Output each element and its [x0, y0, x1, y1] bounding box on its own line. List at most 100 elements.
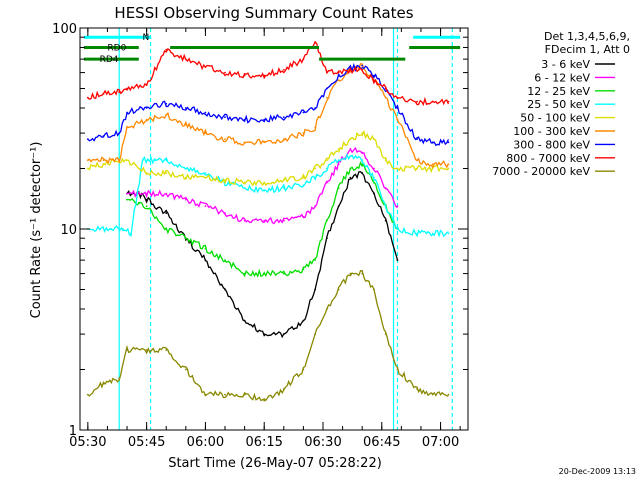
data-point-800-7000-kev-6: [165, 48, 168, 51]
data-point-7000-20000-kev-17: [349, 272, 352, 275]
data-point-100-300-kev-24: [447, 163, 450, 166]
data-point-12-25-kev-7: [224, 259, 226, 262]
data-point-7000-20000-kev-19: [373, 288, 375, 291]
data-point-7000-20000-kev-9: [224, 393, 226, 396]
data-point-6-12-kev-10: [302, 215, 305, 218]
data-point-3-6-kev-13: [326, 237, 328, 240]
series-layer: [86, 40, 450, 402]
data-point-3-6-kev-12: [314, 288, 317, 291]
data-point-12-25-kev-5: [184, 237, 187, 240]
data-point-6-12-kev-11: [314, 205, 317, 207]
data-point-7000-20000-kev-23: [431, 393, 434, 396]
annotation-label-n: N: [143, 33, 150, 43]
data-point-100-300-kev-1: [86, 159, 89, 162]
data-point-25-50-kev-3: [110, 228, 113, 230]
data-point-7000-20000-kev-22: [416, 388, 418, 390]
data-point-800-7000-kev-9: [224, 71, 226, 74]
data-point-6-12-kev-17: [384, 187, 387, 189]
data-point-800-7000-kev-7: [184, 58, 187, 61]
x-tick-label-06-30: 06:30: [304, 435, 341, 450]
data-point-50-100-kev-22: [416, 167, 418, 170]
data-point-25-50-kev-19: [349, 155, 352, 158]
data-point-100-300-kev-11: [263, 141, 266, 144]
data-point-100-300-kev-2: [102, 159, 105, 162]
x-tick-label-06-45: 06:45: [363, 435, 400, 450]
legend-header-1: Det 1,3,4,5,6,9,: [544, 30, 630, 43]
data-point-800-7000-kev-4: [126, 87, 128, 90]
x-tick-label-06-15: 06:15: [245, 435, 282, 450]
data-point-50-100-kev-4: [126, 159, 128, 162]
data-point-3-6-kev-15: [349, 176, 352, 179]
data-point-800-7000-kev-2: [102, 93, 105, 95]
data-point-300-800-kev-15: [326, 87, 328, 90]
y-axis: 1 10 100: [52, 22, 468, 439]
data-point-6-12-kev-3: [165, 192, 168, 195]
data-point-800-7000-kev-19: [373, 79, 375, 82]
data-point-7000-20000-kev-5: [145, 349, 148, 351]
series-line-800-7000-kev: [87, 40, 450, 107]
data-point-50-100-kev-9: [224, 179, 226, 182]
data-point-12-25-kev-15: [349, 167, 352, 170]
data-point-800-7000-kev-24: [447, 100, 450, 103]
data-point-300-800-kev-4: [126, 111, 128, 114]
data-point-800-7000-kev-12: [282, 68, 285, 71]
data-point-12-25-kev-10: [282, 272, 285, 275]
data-point-50-100-kev-2: [102, 163, 105, 166]
data-point-7000-20000-kev-11: [263, 399, 266, 402]
data-point-50-100-kev-6: [165, 172, 168, 174]
data-point-25-50-kev-10: [204, 172, 207, 174]
data-point-6-12-kev-1: [126, 192, 128, 195]
data-point-300-800-kev-6: [165, 102, 168, 105]
data-point-25-50-kev-23: [396, 228, 399, 230]
data-point-100-300-kev-6: [165, 113, 168, 116]
data-point-12-25-kev-8: [243, 272, 246, 275]
data-point-7000-20000-kev-8: [204, 393, 207, 396]
data-point-6-12-kev-6: [224, 212, 226, 214]
data-point-100-300-kev-13: [302, 132, 305, 134]
data-point-3-6-kev-6: [204, 259, 207, 262]
data-point-7000-20000-kev-16: [337, 288, 340, 291]
data-point-100-300-kev-14: [314, 126, 317, 129]
data-point-300-800-kev-1: [86, 138, 89, 141]
legend-header-2: FDecim 1, Att 0: [545, 43, 630, 56]
legend-label-800-7000-kev: 800 - 7000 keV: [506, 152, 590, 165]
data-point-800-7000-kev-13: [302, 58, 305, 61]
data-point-6-12-kev-13: [337, 163, 340, 166]
y-axis-label: Count Rate (s⁻¹ detector⁻¹): [29, 142, 44, 319]
data-point-3-6-kev-10: [282, 333, 285, 335]
x-axis: 05:30 05:45 06:00 06:15 06:30 06:45 07:00: [69, 28, 461, 450]
y-tick-label-100: 100: [52, 22, 77, 37]
data-point-12-25-kev-1: [126, 198, 128, 201]
x-tick-label-06-00: 06:00: [187, 435, 224, 450]
data-point-300-800-kev-8: [204, 111, 207, 114]
data-point-300-800-kev-11: [263, 118, 266, 121]
data-point-25-50-kev-24: [416, 232, 418, 235]
data-point-12-25-kev-13: [326, 219, 328, 222]
data-point-100-300-kev-10: [243, 141, 246, 144]
data-point-300-800-kev-19: [373, 74, 375, 77]
data-point-300-800-kev-21: [396, 107, 399, 109]
data-point-25-50-kev-20: [361, 159, 364, 162]
data-point-800-7000-kev-20: [384, 87, 387, 90]
annotation-label-rd4: RD4: [100, 55, 119, 65]
data-point-6-12-kev-12: [326, 181, 328, 184]
data-point-25-50-kev-25: [431, 232, 434, 235]
data-point-300-800-kev-13: [302, 111, 305, 114]
series-line-50-100-kev: [87, 129, 449, 187]
data-point-3-6-kev-7: [224, 288, 226, 291]
data-point-6-12-kev-16: [373, 167, 375, 170]
data-point-7000-20000-kev-10: [243, 393, 246, 396]
data-point-800-7000-kev-16: [337, 71, 340, 74]
data-point-12-25-kev-9: [263, 272, 266, 275]
data-point-300-800-kev-10: [243, 118, 246, 121]
data-point-800-7000-kev-21: [396, 96, 399, 99]
data-point-12-25-kev-6: [204, 247, 207, 250]
data-point-300-800-kev-16: [337, 74, 340, 77]
data-point-3-6-kev-18: [384, 219, 387, 222]
data-point-50-100-kev-13: [302, 176, 305, 179]
data-point-800-7000-kev-22: [416, 100, 418, 103]
data-point-7000-20000-kev-24: [447, 393, 450, 396]
legend-label-50-100-kev: 50 - 100 keV: [520, 112, 590, 125]
data-point-100-300-kev-7: [184, 123, 187, 126]
data-point-3-6-kev-19: [396, 259, 399, 262]
